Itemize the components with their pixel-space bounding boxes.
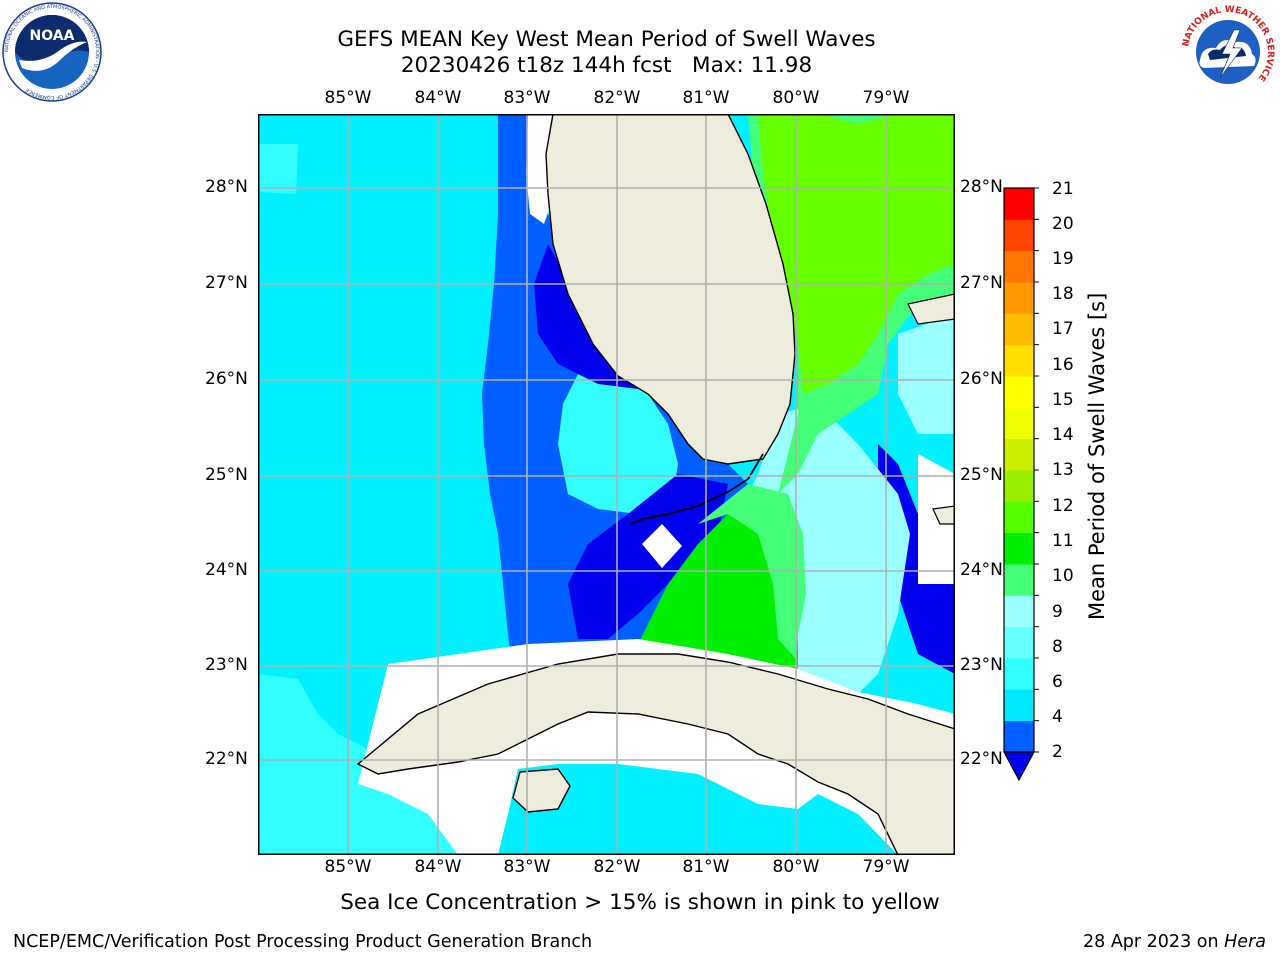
lat-label-left: 22°N — [205, 749, 248, 769]
colorbar-swatch — [1004, 438, 1034, 471]
noaa-logo-text: NOAA — [30, 28, 75, 44]
colorbar-tick-label: 20 — [1052, 214, 1074, 234]
colorbar-tick-label: 6 — [1052, 672, 1063, 692]
colorbar-swatch — [1004, 344, 1034, 377]
lat-label-right: 26°N — [960, 369, 1003, 389]
lat-label-left: 26°N — [205, 369, 248, 389]
contour-8-9-straits — [708, 404, 910, 734]
footer-machine: Hera — [1224, 932, 1266, 952]
lon-label-bottom: 83°W — [503, 857, 551, 877]
colorbar-tick-label: 12 — [1052, 496, 1074, 516]
colorbar-tick-label: 9 — [1052, 602, 1063, 622]
lon-label-bottom: 85°W — [324, 857, 372, 877]
contour-8-9-northeast — [898, 314, 955, 434]
colorbar-swatch — [1004, 219, 1034, 252]
colorbar-swatch — [1004, 282, 1034, 314]
contour-10-11-straits — [638, 504, 798, 674]
contour-below-2-straits — [568, 474, 728, 639]
contour-6-8-shelf — [558, 374, 678, 514]
lon-label-top: 79°W — [862, 88, 910, 108]
colorbar-tick-label: 15 — [1052, 390, 1074, 410]
colorbar-tick-label: 19 — [1052, 249, 1074, 269]
florida-keys — [629, 453, 764, 525]
colorbar-swatch — [1004, 720, 1034, 753]
colorbar-swatch — [1004, 250, 1034, 283]
colorbar-tick-label: 16 — [1052, 355, 1074, 375]
map-title: GEFS MEAN Key West Mean Period of Swell … — [337, 27, 876, 52]
contour-10-11-atlantic — [758, 114, 955, 394]
colorbar-tick-label: 18 — [1052, 284, 1074, 304]
sea-ice-note-text: Sea Ice Concentration > 15% is shown in … — [340, 890, 940, 915]
masked-east — [918, 454, 955, 584]
lon-label-top: 80°W — [772, 88, 820, 108]
lat-label-right: 24°N — [960, 560, 1003, 580]
lon-label-bottom: 81°W — [682, 857, 730, 877]
lon-label-top: 81°W — [682, 88, 730, 108]
colorbar — [1002, 187, 1039, 782]
colorbar-swatch — [1004, 658, 1034, 690]
masked-cell — [642, 524, 682, 568]
lat-label-right: 25°N — [960, 465, 1003, 485]
lon-label-bottom: 80°W — [772, 857, 820, 877]
colorbar-tick-label: 13 — [1052, 460, 1074, 480]
colorbar-tick-label: 17 — [1052, 319, 1074, 339]
graticule — [258, 114, 955, 855]
nws-logo: NATIONAL WEATHER SERVICE — [1179, 3, 1277, 101]
colorbar-tick-label: 11 — [1052, 531, 1074, 551]
lat-label-left: 27°N — [205, 273, 248, 293]
bahamas-island-2 — [932, 505, 955, 525]
lon-label-bottom: 82°W — [593, 857, 641, 877]
colorbar-tick-label: 2 — [1052, 742, 1063, 762]
footer-date: 28 Apr 2023 on Hera — [1083, 932, 1266, 952]
lat-label-right: 23°N — [960, 655, 1003, 675]
map-subtitle: 20230426 t18z 144h fcst Max: 11.98 — [400, 53, 813, 78]
lon-label-top: 82°W — [593, 88, 641, 108]
footer-date-text: 28 Apr 2023 on — [1083, 932, 1225, 952]
colorbar-tick-label: 14 — [1052, 425, 1074, 445]
lon-label-top: 83°W — [503, 88, 551, 108]
florida-land — [545, 114, 796, 465]
colorbar-swatch — [1004, 595, 1034, 628]
lon-label-top: 85°W — [324, 88, 372, 108]
lat-label-left: 24°N — [205, 560, 248, 580]
noaa-logo: NATIONAL OCEANIC AND ATMOSPHERIC ADMINIS… — [2, 2, 102, 102]
map-panel — [258, 114, 955, 855]
lon-label-bottom: 84°W — [414, 857, 462, 877]
colorbar-swatch — [1004, 376, 1034, 408]
lon-label-bottom: 79°W — [862, 857, 910, 877]
bahamas-island-1 — [907, 293, 955, 325]
colorbar-swatch — [1004, 532, 1034, 565]
colorbar-extend-triangle — [1002, 751, 1036, 782]
colorbar-swatch — [1004, 407, 1034, 440]
colorbar-swatch — [1004, 501, 1034, 534]
colorbar-swatch — [1004, 564, 1034, 596]
lat-label-right: 27°N — [960, 273, 1003, 293]
lat-label-right: 22°N — [960, 749, 1003, 769]
lon-label-top: 84°W — [414, 88, 462, 108]
colorbar-label: Mean Period of Swell Waves [s] — [1085, 292, 1109, 620]
contour-6-8-west — [258, 144, 298, 194]
footer-credit: NCEP/EMC/Verification Post Processing Pr… — [13, 932, 593, 952]
colorbar-swatch — [1004, 689, 1034, 722]
contour-9-10-straits — [698, 484, 806, 659]
colorbar-swatch — [1004, 188, 1034, 220]
colorbar-swatch — [1004, 313, 1034, 346]
lat-label-left: 28°N — [205, 177, 248, 197]
cuba-land — [356, 653, 955, 855]
lat-label-right: 28°N — [960, 177, 1003, 197]
colorbar-tick-label: 4 — [1052, 707, 1063, 727]
lat-label-left: 25°N — [205, 465, 248, 485]
sea-ice-note: Sea Ice Concentration > 15% is shown in … — [0, 890, 1280, 915]
colorbar-tick-label: 21 — [1052, 179, 1074, 199]
colorbar-tick-label: 8 — [1052, 637, 1063, 657]
colorbar-swatch — [1004, 470, 1034, 502]
lat-label-left: 23°N — [205, 655, 248, 675]
colorbar-tick-label: 10 — [1052, 566, 1074, 586]
colorbar-swatch — [1004, 626, 1034, 659]
